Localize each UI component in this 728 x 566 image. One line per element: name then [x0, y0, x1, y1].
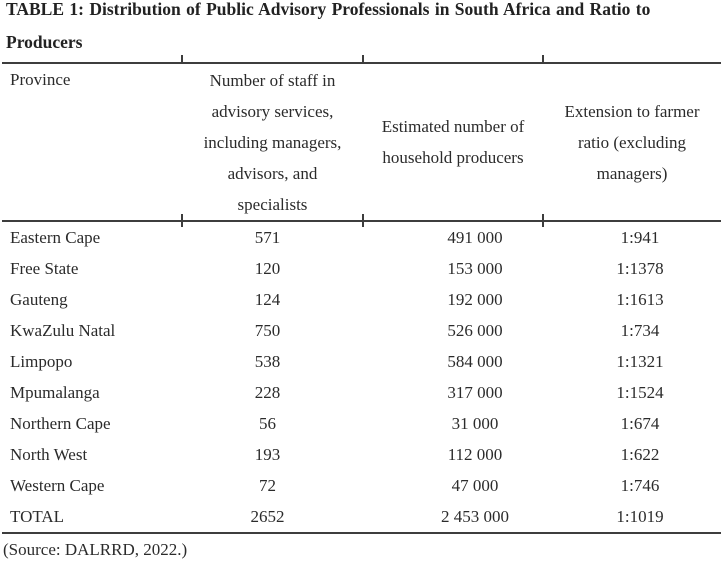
cell-province: North West: [10, 445, 88, 464]
cell-ratio: 1:746: [620, 476, 660, 495]
cell-ratio: 1:734: [620, 321, 660, 340]
cell-province: Limpopo: [10, 352, 73, 371]
table-row: Gauteng 124 192 000 1:1613: [2, 284, 721, 315]
column-divider-tick: [542, 55, 544, 64]
cell-ratio: 1:1019: [616, 507, 664, 526]
header-household-producers: Estimated number of household producers: [363, 63, 543, 222]
header-row: Province Number of staff in advisory ser…: [2, 63, 721, 222]
cell-staff-count: 72: [259, 476, 276, 495]
cell-producers: 112 000: [447, 445, 503, 464]
cell-province: Mpumalanga: [10, 383, 100, 402]
cell-producers: 31 000: [451, 414, 499, 433]
cell-staff-count: 750: [254, 321, 281, 340]
source-note: (Source: DALRRD, 2022.): [3, 540, 188, 559]
cell-province: Gauteng: [10, 290, 68, 309]
advisory-professionals-table: Province Number of staff in advisory ser…: [2, 62, 721, 534]
table-row: Free State 120 153 000 1:1378: [2, 253, 721, 284]
cell-staff-count: 2652: [250, 507, 285, 526]
table-row: North West 193 112 000 1:622: [2, 439, 721, 470]
table-row: Eastern Cape 571 491 000 1:941: [2, 221, 721, 253]
cell-producers: 491 000: [447, 228, 503, 247]
cell-staff-count: 571: [254, 228, 281, 247]
table-row: Western Cape 72 47 000 1:746: [2, 470, 721, 501]
table-title-line2: Producers: [6, 32, 83, 52]
cell-ratio: 1:941: [620, 228, 660, 247]
column-divider-tick: [181, 214, 183, 227]
header-extension-ratio: Extension to farmer ratio (excluding man…: [543, 63, 721, 222]
cell-ratio: 1:674: [620, 414, 660, 433]
table-title-line1: TABLE 1: Distribution of Public Advisory…: [6, 0, 651, 19]
table-row: Mpumalanga 228 317 000 1:1524: [2, 377, 721, 408]
column-divider-tick: [542, 214, 544, 227]
cell-producers: 153 000: [447, 259, 503, 278]
cell-producers: 317 000: [447, 383, 503, 402]
cell-ratio: 1:1613: [616, 290, 664, 309]
cell-staff-count: 56: [259, 414, 276, 433]
table-row: Limpopo 538 584 000 1:1321: [2, 346, 721, 377]
cell-ratio: 1:622: [620, 445, 660, 464]
cell-province: Free State: [10, 259, 79, 278]
table-title: TABLE 1: Distribution of Public Advisory…: [6, 0, 723, 59]
cell-province: KwaZulu Natal: [10, 321, 116, 340]
column-divider-tick: [181, 55, 183, 64]
header-province: Province: [2, 63, 182, 222]
column-divider-tick: [362, 214, 364, 227]
cell-province: TOTAL: [10, 507, 65, 526]
cell-producers: 584 000: [447, 352, 503, 371]
cell-staff-count: 538: [254, 352, 281, 371]
table-row: Northern Cape 56 31 000 1:674: [2, 408, 721, 439]
cell-province: Northern Cape: [10, 414, 111, 433]
header-staff-count: Number of staff in advisory services, in…: [182, 63, 363, 222]
table-row: KwaZulu Natal 750 526 000 1:734: [2, 315, 721, 346]
column-divider-tick: [362, 55, 364, 64]
cell-staff-count: 228: [254, 383, 281, 402]
cell-ratio: 1:1378: [616, 259, 664, 278]
table-row-total: TOTAL 2652 2 453 000 1:1019: [2, 501, 721, 533]
cell-producers: 192 000: [447, 290, 503, 309]
cell-province: Western Cape: [10, 476, 105, 495]
cell-ratio: 1:1321: [616, 352, 664, 371]
cell-staff-count: 124: [254, 290, 281, 309]
cell-ratio: 1:1524: [616, 383, 664, 402]
cell-staff-count: 120: [254, 259, 281, 278]
cell-producers: 47 000: [451, 476, 499, 495]
cell-staff-count: 193: [254, 445, 281, 464]
cell-producers: 2 453 000: [441, 507, 509, 526]
cell-producers: 526 000: [447, 321, 503, 340]
cell-province: Eastern Cape: [10, 228, 101, 247]
